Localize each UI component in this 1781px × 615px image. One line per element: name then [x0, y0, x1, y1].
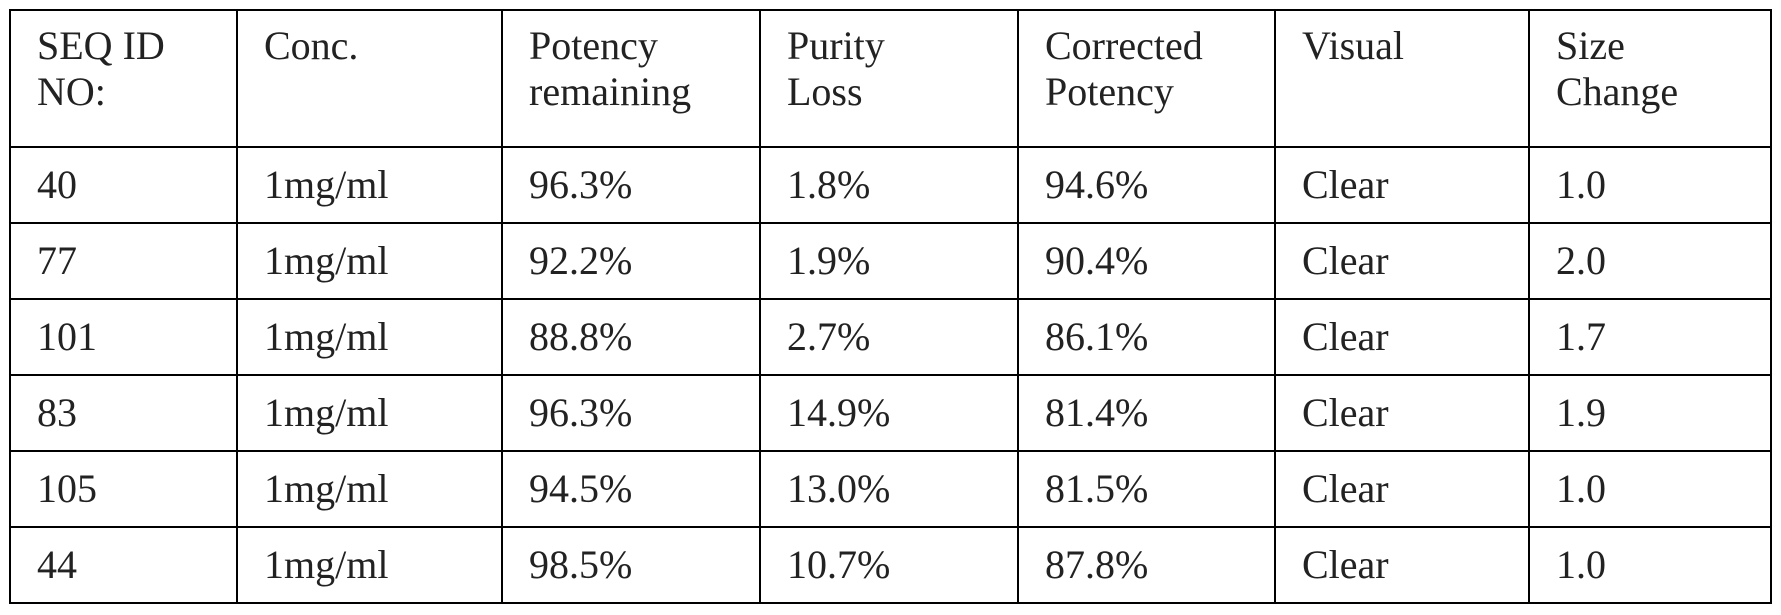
table-row: 831mg/ml96.3%14.9%81.4%Clear1.9 [10, 375, 1771, 451]
table-row: 1011mg/ml88.8%2.7%86.1%Clear1.7 [10, 299, 1771, 375]
table-row: 441mg/ml98.5%10.7%87.8%Clear1.0 [10, 527, 1771, 603]
table-cell: 88.8% [502, 299, 760, 375]
header-cell: SizeChange [1529, 10, 1771, 147]
header-text: Potency [529, 23, 759, 69]
header-text: Visual [1302, 23, 1528, 69]
table-cell: 13.0% [760, 451, 1018, 527]
header-text: SEQ ID [37, 23, 236, 69]
table-cell: 1.0 [1529, 527, 1771, 603]
header-text: remaining [529, 69, 759, 115]
table-cell: 1mg/ml [237, 299, 502, 375]
table-cell: 40 [10, 147, 237, 223]
header-text: Loss [787, 69, 1017, 115]
table-cell: 1mg/ml [237, 375, 502, 451]
table-cell: Clear [1275, 299, 1529, 375]
table-row: 401mg/ml96.3%1.8%94.6%Clear1.0 [10, 147, 1771, 223]
header-text: Change [1556, 69, 1770, 115]
table-cell: 81.5% [1018, 451, 1275, 527]
header-cell: SEQ IDNO: [10, 10, 237, 147]
table-cell: 1mg/ml [237, 451, 502, 527]
table-row: 771mg/ml92.2%1.9%90.4%Clear2.0 [10, 223, 1771, 299]
table-cell: 1.7 [1529, 299, 1771, 375]
table-cell: Clear [1275, 451, 1529, 527]
data-table: SEQ IDNO:Conc.PotencyremainingPurityLoss… [9, 9, 1772, 604]
table-cell: 96.3% [502, 147, 760, 223]
header-text: Potency [1045, 69, 1274, 115]
table-row: 1051mg/ml94.5%13.0%81.5%Clear1.0 [10, 451, 1771, 527]
header-text: Conc. [264, 23, 501, 69]
table-cell: 1mg/ml [237, 223, 502, 299]
header-cell: PurityLoss [760, 10, 1018, 147]
table-cell: 1.0 [1529, 451, 1771, 527]
table-cell: 1.9% [760, 223, 1018, 299]
header-text: Corrected [1045, 23, 1274, 69]
header-cell: Conc. [237, 10, 502, 147]
header-text: NO: [37, 69, 236, 115]
table-cell: 92.2% [502, 223, 760, 299]
table-cell: Clear [1275, 223, 1529, 299]
header-text: Size [1556, 23, 1770, 69]
table-cell: 44 [10, 527, 237, 603]
table-cell: Clear [1275, 527, 1529, 603]
header-cell: Potencyremaining [502, 10, 760, 147]
table-cell: 14.9% [760, 375, 1018, 451]
table-cell: Clear [1275, 375, 1529, 451]
table-cell: 10.7% [760, 527, 1018, 603]
table-cell: 1mg/ml [237, 527, 502, 603]
table-cell: 105 [10, 451, 237, 527]
table-cell: 2.0 [1529, 223, 1771, 299]
table-cell: 86.1% [1018, 299, 1275, 375]
table-cell: 90.4% [1018, 223, 1275, 299]
table-cell: 101 [10, 299, 237, 375]
table-cell: 81.4% [1018, 375, 1275, 451]
table-cell: 1.0 [1529, 147, 1771, 223]
header-row: SEQ IDNO:Conc.PotencyremainingPurityLoss… [10, 10, 1771, 147]
header-cell: Visual [1275, 10, 1529, 147]
table-cell: 87.8% [1018, 527, 1275, 603]
table-cell: 98.5% [502, 527, 760, 603]
table-cell: Clear [1275, 147, 1529, 223]
table-cell: 94.6% [1018, 147, 1275, 223]
table-cell: 1.9 [1529, 375, 1771, 451]
table-cell: 96.3% [502, 375, 760, 451]
table-body: 401mg/ml96.3%1.8%94.6%Clear1.0771mg/ml92… [10, 147, 1771, 603]
table-cell: 77 [10, 223, 237, 299]
table-cell: 83 [10, 375, 237, 451]
table-cell: 1mg/ml [237, 147, 502, 223]
table-cell: 94.5% [502, 451, 760, 527]
header-cell: CorrectedPotency [1018, 10, 1275, 147]
table-cell: 1.8% [760, 147, 1018, 223]
table-cell: 2.7% [760, 299, 1018, 375]
header-text: Purity [787, 23, 1017, 69]
